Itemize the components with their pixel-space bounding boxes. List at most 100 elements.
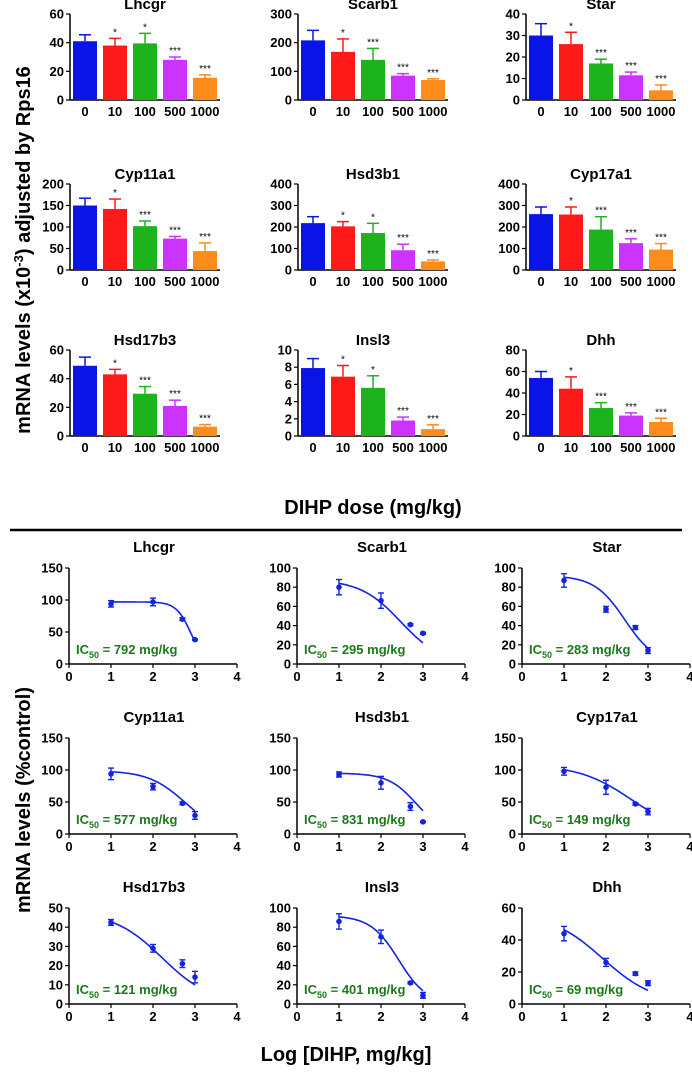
data-point [378,780,384,786]
y-tick-label: 80 [277,580,291,595]
y-tick-label: 100 [494,561,516,576]
x-tick-label: 0 [537,104,544,119]
y-tick-label: 80 [277,920,291,935]
bar-1000 [649,90,673,100]
chart-title: Scarb1 [348,0,398,13]
bar-100 [133,226,157,270]
x-tick-label: 10 [564,274,578,289]
y-tick-label: 0 [57,93,64,108]
significance-marker: * [569,196,573,207]
y-tick-label: 40 [50,371,64,386]
x-tick-label: 2 [149,1009,156,1024]
bar-10 [559,388,583,436]
x-tick-label: 100 [134,274,156,289]
y-tick-label: 300 [270,198,292,213]
bar-500 [163,59,187,100]
x-tick-label: 0 [293,1009,300,1024]
bar-10 [559,44,583,100]
y-tick-label: 4 [285,394,293,409]
bar-500 [391,250,415,270]
y-tick-label: 0 [285,93,292,108]
bar-0 [73,205,97,270]
bar-0 [301,368,325,436]
significance-marker: * [371,365,375,376]
bar-10 [103,45,127,100]
y-tick-label: 20 [277,637,291,652]
y-tick-label: 2 [285,411,292,426]
chart-title: Cyp17a1 [570,166,632,183]
x-tick-label: 4 [461,1009,469,1024]
x-tick-label: 100 [362,274,384,289]
significance-marker: * [341,354,345,365]
bar-0 [73,365,97,436]
significance-marker: *** [199,414,211,425]
data-point [336,584,342,590]
chart-title: Hsd3b1 [346,166,400,183]
x-tick-label: 4 [461,669,469,684]
y-tick-label: 150 [42,198,64,213]
x-tick-label: 1000 [419,104,448,119]
y-tick-label: 20 [277,977,291,992]
x-tick-label: 500 [392,104,414,119]
significance-marker: *** [427,68,439,79]
dose-response-chart-hsd17b3: Hsd17b3 0 10 20 30 40 50 0 1 2 3 4 IC50 = 121 mg/kg [49,879,242,1024]
data-point [179,800,186,807]
bar-1000 [649,422,673,436]
chart-title: Dhh [592,879,621,896]
y-tick-label: 10 [506,71,520,86]
data-point [645,980,651,986]
y-tick-label: 0 [509,827,516,842]
bar-500 [391,75,415,100]
y-tick-label: 40 [506,7,520,22]
fit-curve [110,921,196,986]
x-tick-label: 1000 [191,104,220,119]
bar-500 [163,238,187,270]
y-tick-label: 8 [285,360,292,375]
y-tick-label: 200 [498,220,520,235]
x-tick-label: 500 [164,274,186,289]
bar-500 [619,75,643,100]
x-tick-label: 3 [191,839,198,854]
significance-marker: * [341,211,345,222]
bar-1000 [193,251,217,270]
data-point [561,577,567,584]
data-point [108,919,114,926]
y-tick-label: 0 [57,429,64,444]
significance-marker: *** [169,389,181,400]
y-tick-label: 300 [270,7,292,22]
x-tick-label: 500 [620,104,642,119]
data-point [108,771,114,777]
dose-response-chart-cyp17a1: Cyp17a1 0 50 100 150 0 1 2 3 4 IC50 = 149 mg/kg [494,709,692,854]
chart-title: Star [592,539,621,556]
x-tick-label: 3 [419,1009,426,1024]
x-tick-label: 500 [164,104,186,119]
y-tick-label: 0 [284,657,291,672]
bar-0 [529,377,553,436]
dose-response-chart-dhh: Dhh 0 20 40 60 0 1 2 3 4 IC50 = 69 mg/kg [502,879,692,1024]
bar-chart-star: Star 0 10 20 30 40 0 * 10 *** 100 *** 500 *** 1000 [506,0,676,119]
x-tick-label: 1 [335,669,342,684]
y-tick-label: 200 [270,220,292,235]
y-tick-label: 60 [277,599,291,614]
bar-100 [589,408,613,436]
y-tick-label: 80 [502,580,516,595]
x-tick-label: 2 [602,839,609,854]
bar-chart-scarb1: Scarb1 0 100 200 300 0 * 10 *** 100 *** 500 *** 1000 [270,0,448,119]
chart-title: Hsd3b1 [355,709,409,726]
significance-marker: * [341,28,345,39]
data-point [603,784,609,791]
data-point [407,803,414,810]
bar-chart-hsd17b3: Hsd17b3 0 20 40 60 0 * 10 *** 100 *** 500 *** 1000 [50,332,220,455]
significance-marker: *** [397,406,409,417]
significance-marker: *** [595,206,607,217]
bar-1000 [193,426,217,436]
y-tick-label: 0 [509,997,516,1012]
x-tick-label: 4 [686,839,692,854]
significance-marker: * [143,22,147,33]
x-tick-label: 2 [377,839,384,854]
data-point [407,621,414,628]
y-tick-label: 20 [50,64,64,79]
bar-100 [133,43,157,100]
chart-title: Dhh [586,332,615,349]
